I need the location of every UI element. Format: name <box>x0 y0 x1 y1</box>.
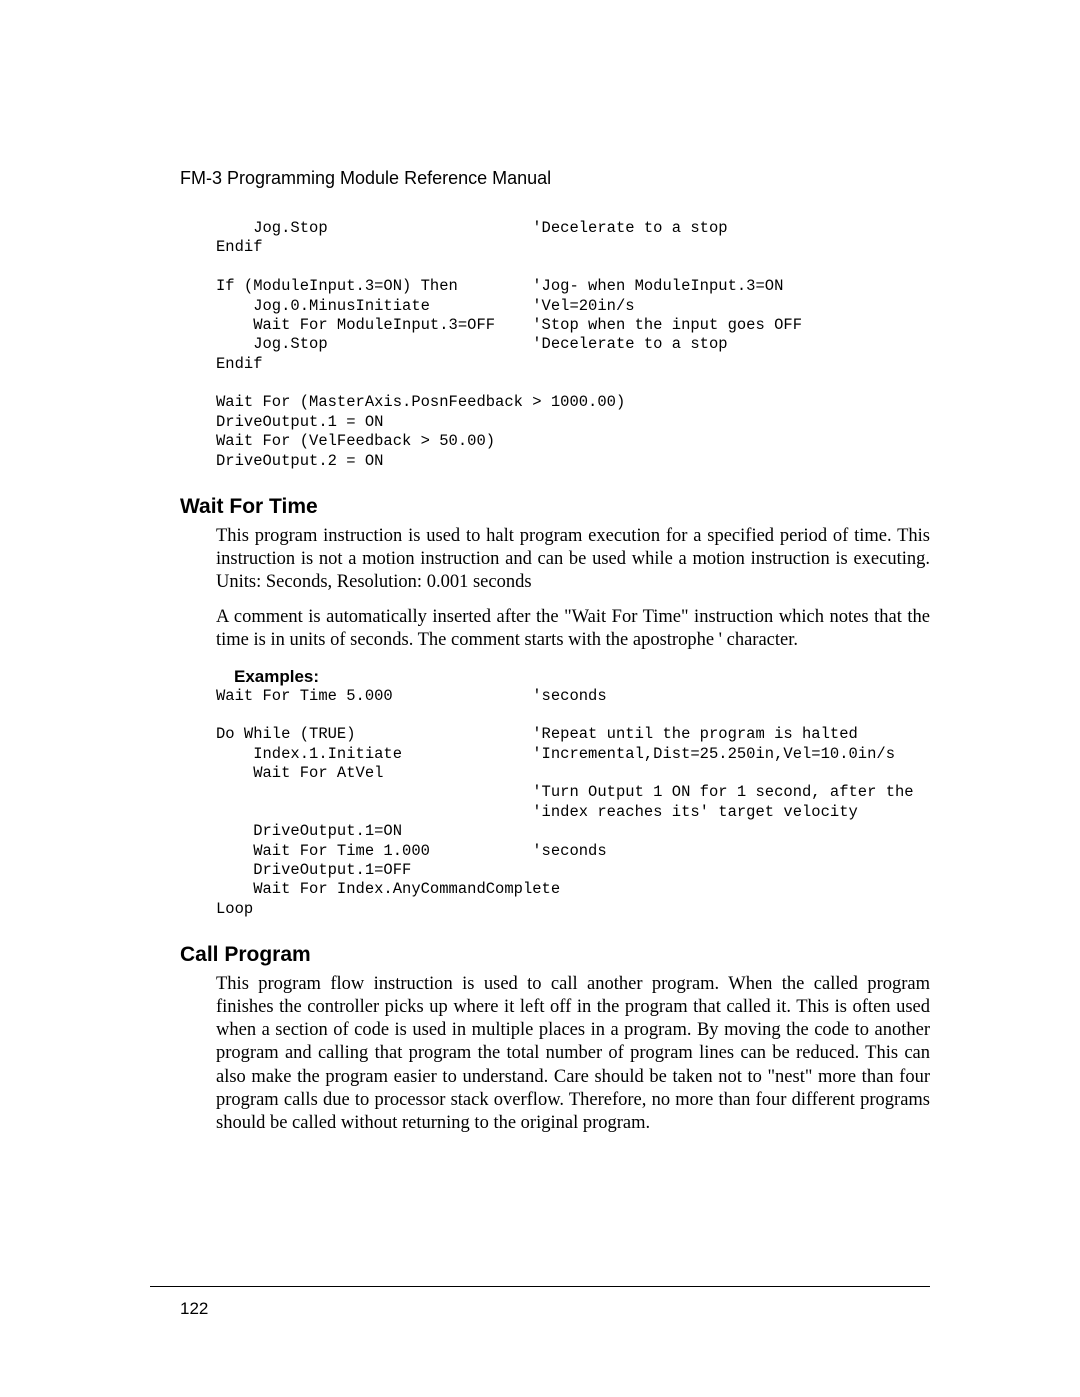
manual-header: FM-3 Programming Module Reference Manual <box>180 168 930 189</box>
body-paragraph: This program flow instruction is used to… <box>216 973 930 1135</box>
section-heading-wait-for-time: Wait For Time <box>180 495 930 519</box>
examples-label: Examples: <box>234 667 930 687</box>
page-container: FM-3 Programming Module Reference Manual… <box>0 0 1080 1397</box>
footer-rule <box>150 1286 930 1287</box>
code-block-jog: Jog.Stop 'Decelerate to a stop Endif If … <box>216 219 930 471</box>
page-number: 122 <box>180 1299 208 1319</box>
body-paragraph: This program instruction is used to halt… <box>216 525 930 594</box>
section-heading-call-program: Call Program <box>180 943 930 967</box>
body-paragraph: A comment is automatically inserted afte… <box>216 606 930 652</box>
code-block-wait-for-time: Wait For Time 5.000 'seconds Do While (T… <box>216 687 930 920</box>
